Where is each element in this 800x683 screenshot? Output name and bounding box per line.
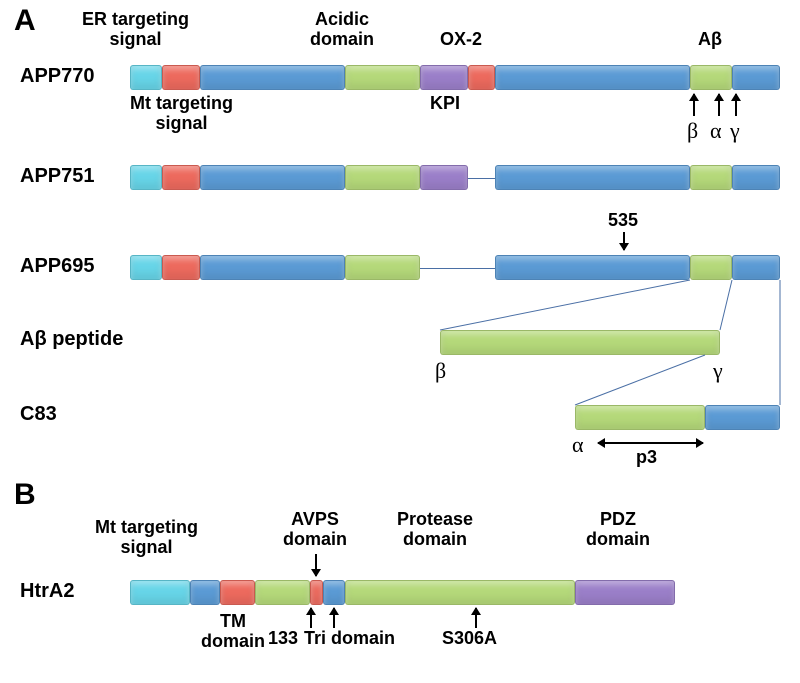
segment <box>190 580 220 605</box>
segment <box>255 580 310 605</box>
segment <box>310 580 323 605</box>
panel-b-label: B <box>14 478 36 512</box>
label-protease: Protease domain <box>397 510 473 550</box>
arrow-s306a <box>475 608 477 628</box>
arrow-avps <box>315 554 317 576</box>
label-tm: TM domain <box>201 612 265 652</box>
label-tri: Tri domain <box>304 628 395 649</box>
label-s306a: S306A <box>442 628 497 649</box>
label-133: 133 <box>268 628 298 649</box>
diag-connectors <box>0 0 800 480</box>
arrow-tri <box>333 608 335 628</box>
segment <box>575 580 675 605</box>
segment <box>220 580 255 605</box>
row-htra2-label: HtrA2 <box>20 580 74 603</box>
segment <box>130 580 190 605</box>
track-htra2 <box>130 580 780 605</box>
label-pdz: PDZ domain <box>586 510 650 550</box>
label-htra2-mt: Mt targeting signal <box>95 518 198 558</box>
segment <box>323 580 345 605</box>
label-avps: AVPS domain <box>283 510 347 550</box>
segment <box>345 580 575 605</box>
arrow-133 <box>310 608 312 628</box>
